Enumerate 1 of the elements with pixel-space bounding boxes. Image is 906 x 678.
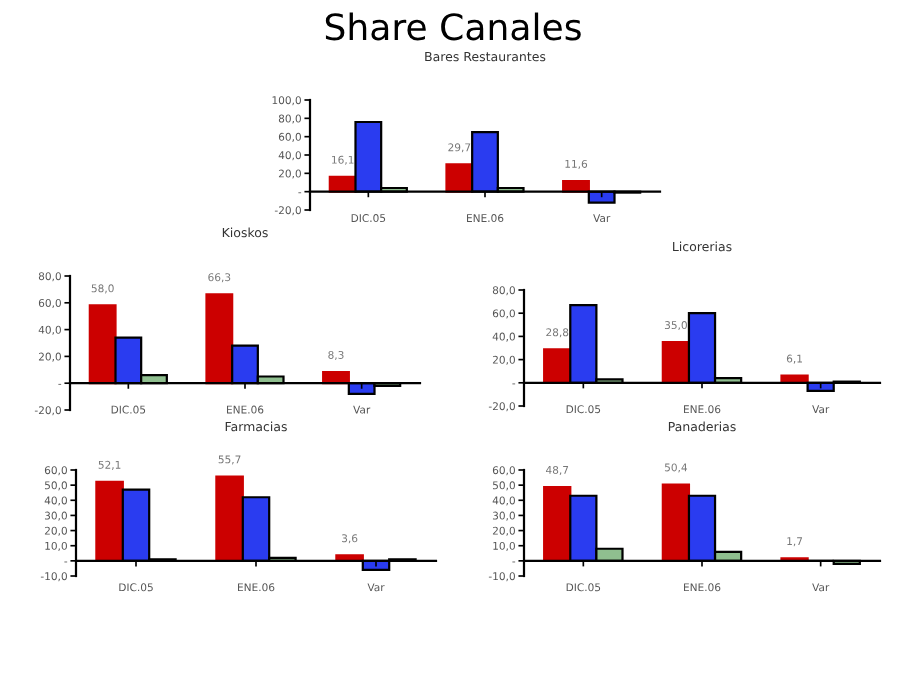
text: Share Canales — [325, 12, 581, 41]
